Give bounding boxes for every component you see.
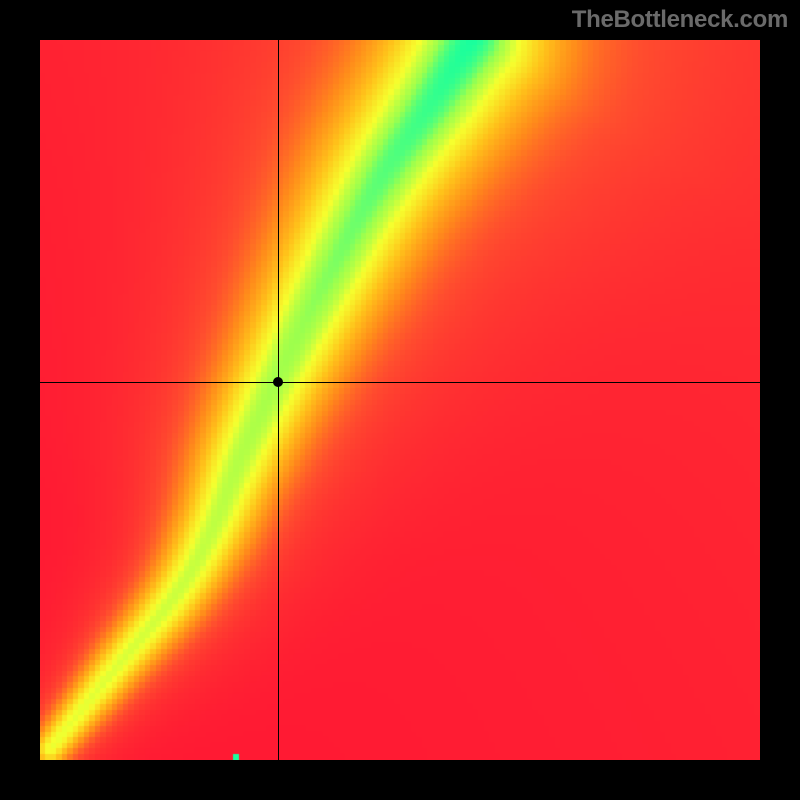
heatmap-canvas <box>40 40 760 760</box>
bottleneck-heatmap <box>40 40 760 760</box>
crosshair-horizontal <box>40 382 760 383</box>
crosshair-vertical <box>278 40 279 760</box>
crosshair-marker-dot <box>273 377 283 387</box>
watermark-text: TheBottleneck.com <box>572 6 788 34</box>
